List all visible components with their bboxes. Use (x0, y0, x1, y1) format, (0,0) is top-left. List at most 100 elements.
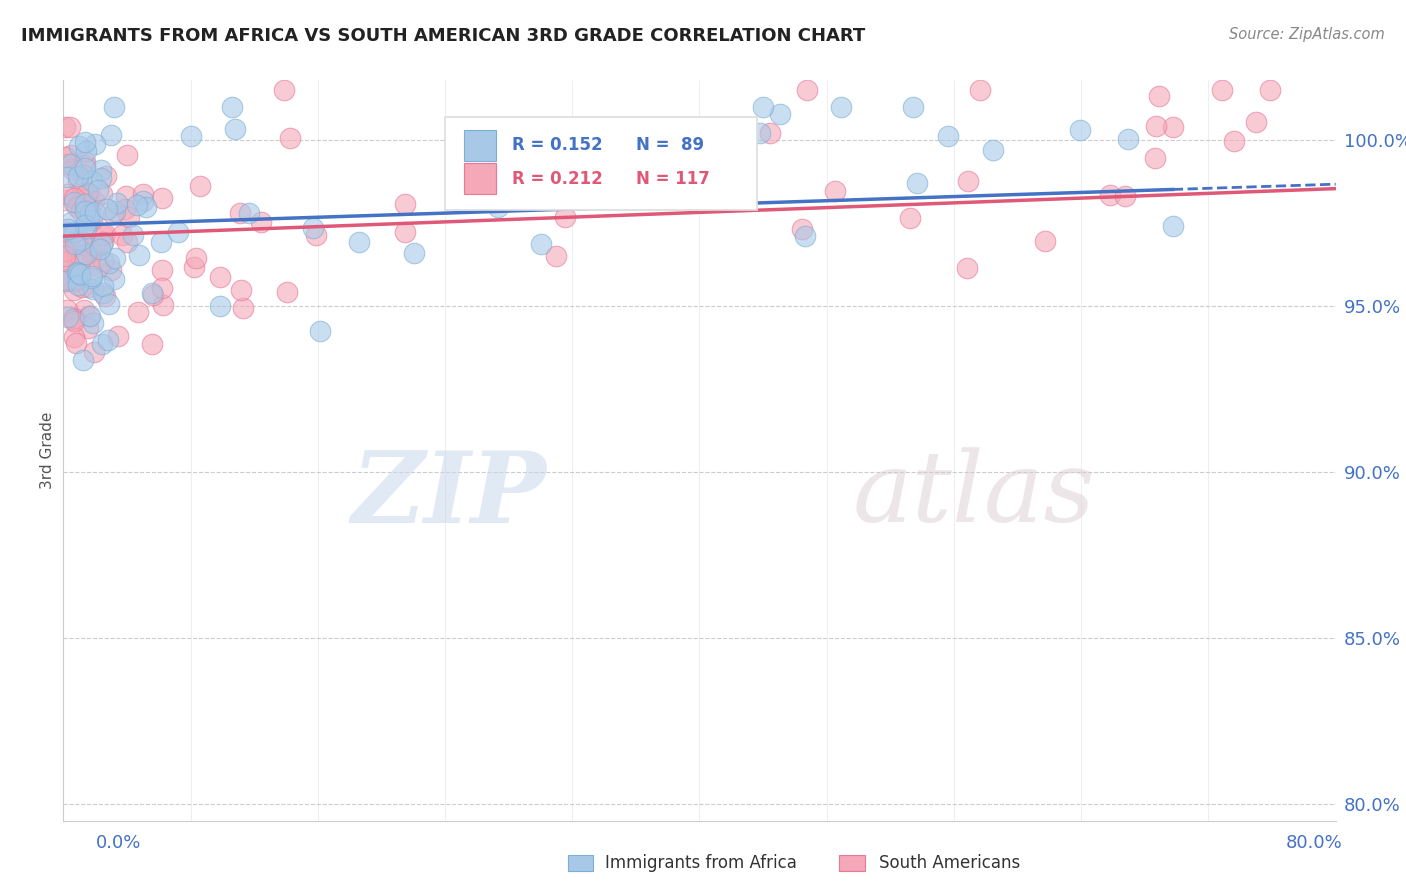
Point (1211, 83, 1233, 97)
Point (86, 239, 108, 253)
Point (105, 195, 128, 210)
Point (1244, 115, 1267, 129)
Point (73, 303, 96, 318)
Point (73, 238, 96, 252)
Point (56, 186, 79, 201)
Point (103, 252, 125, 266)
Point (65, 336, 87, 351)
Point (394, 225, 416, 239)
Point (824, 184, 846, 198)
Text: ZIP: ZIP (352, 447, 547, 543)
Point (749, 127, 772, 141)
Text: Immigrants from Africa: Immigrants from Africa (605, 855, 796, 872)
Point (404, 246, 426, 260)
Point (75, 247, 97, 261)
Point (83, 204, 105, 219)
Point (62, 194, 84, 209)
Point (221, 100, 243, 114)
Point (956, 260, 979, 275)
Point (53, 244, 76, 258)
Point (936, 128, 959, 143)
Point (231, 284, 253, 298)
Point (115, 235, 138, 250)
Point (104, 203, 127, 218)
Point (152, 298, 174, 312)
Point (93, 228, 115, 243)
Point (183, 260, 205, 274)
Point (91, 237, 114, 252)
Point (69, 194, 91, 209)
Point (70, 182, 93, 196)
Point (91, 285, 114, 300)
Point (115, 148, 138, 162)
Point (56, 303, 79, 318)
Point (70, 252, 93, 266)
Point (58, 237, 80, 252)
Point (83, 344, 105, 359)
Point (1098, 188, 1121, 202)
Point (75, 158, 97, 172)
Point (53, 253, 76, 268)
Point (132, 194, 155, 209)
Point (67, 266, 90, 280)
Point (276, 285, 298, 299)
Point (98, 255, 121, 269)
Point (82, 282, 104, 296)
Text: IMMIGRANTS FROM AFRICA VS SOUTH AMERICAN 3RD GRADE CORRELATION CHART: IMMIGRANTS FROM AFRICA VS SOUTH AMERICAN… (21, 27, 865, 45)
Point (75, 145, 97, 159)
Point (80, 244, 103, 259)
Point (60, 161, 83, 176)
Point (89, 260, 111, 275)
Point (167, 225, 190, 239)
Point (66, 272, 89, 286)
Point (554, 211, 576, 225)
Text: 0.0%: 0.0% (96, 834, 141, 852)
Point (118, 210, 141, 224)
Point (1161, 219, 1184, 233)
Point (142, 288, 165, 302)
Point (83, 194, 105, 209)
Point (89, 242, 111, 256)
Point (188, 179, 211, 194)
Point (100, 128, 122, 142)
Point (53, 120, 76, 135)
Point (75, 221, 97, 235)
Point (149, 235, 172, 250)
Point (96, 202, 118, 217)
Point (67, 277, 90, 292)
Point (486, 200, 509, 214)
Point (1258, 83, 1281, 97)
Point (1147, 89, 1170, 103)
Point (631, 180, 654, 194)
Point (79, 207, 101, 221)
Text: South Americans: South Americans (879, 855, 1019, 872)
Point (830, 100, 852, 114)
Point (1114, 188, 1136, 202)
Point (56, 170, 79, 185)
Point (97, 333, 120, 347)
Point (55, 272, 77, 286)
FancyBboxPatch shape (444, 118, 756, 210)
Point (238, 205, 260, 219)
Point (80, 270, 103, 285)
Point (110, 227, 132, 242)
Point (62, 314, 84, 328)
Point (77, 280, 100, 294)
Point (91, 254, 114, 268)
Point (150, 191, 173, 205)
FancyBboxPatch shape (464, 163, 496, 194)
Point (769, 107, 792, 121)
Point (56, 239, 79, 253)
Point (546, 248, 568, 262)
Point (63, 311, 86, 326)
Point (898, 211, 921, 225)
Bar (568, 855, 593, 871)
Point (90, 163, 112, 178)
Point (1069, 122, 1091, 136)
Point (141, 337, 163, 351)
Point (70, 279, 93, 293)
Point (249, 215, 271, 229)
Text: 80.0%: 80.0% (1286, 834, 1343, 852)
Point (75, 135, 97, 149)
Point (150, 263, 173, 277)
